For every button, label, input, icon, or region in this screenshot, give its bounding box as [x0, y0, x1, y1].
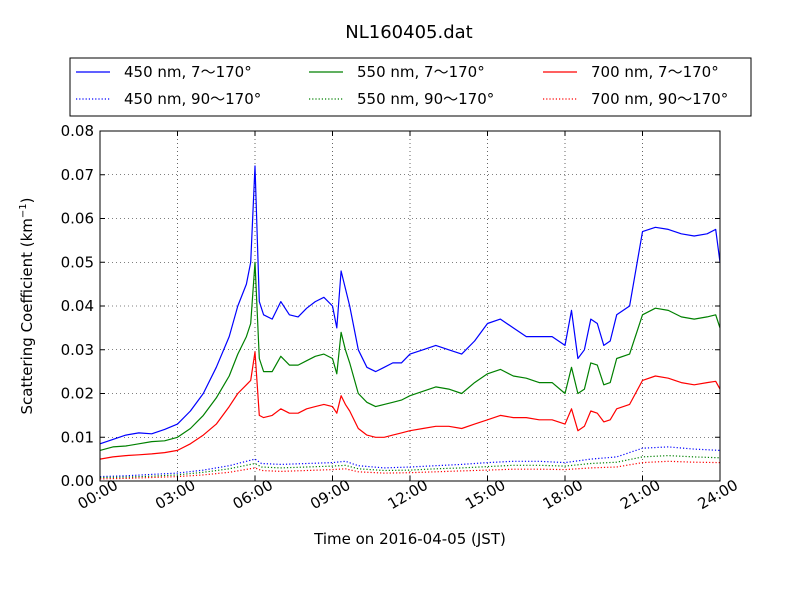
legend-label: 550 nm, 90～170° — [357, 90, 494, 108]
y-tick-label: 0.08 — [61, 122, 94, 140]
legend-label: 700 nm, 7～170° — [591, 63, 719, 81]
y-axis-title-main: Scattering Coefficient (km — [18, 218, 36, 414]
y-tick-label: 0.02 — [61, 385, 94, 403]
series-line-1 — [99, 165, 721, 445]
legend-entries: 450 nm, 7～170° 450 nm, 90～170° 550 nm, 7～1… — [76, 63, 728, 108]
x-axis-title: Time on 2016-04-05 (JST) — [313, 530, 506, 548]
series-line-5 — [99, 351, 721, 460]
legend-label: 700 nm, 90～170° — [591, 90, 728, 108]
y-tick-label: 0.01 — [61, 428, 94, 446]
legend-label: 450 nm, 90～170° — [124, 90, 261, 108]
y-tick-label: 0.03 — [61, 341, 94, 359]
legend-label: 450 nm, 7～170° — [124, 63, 252, 81]
series-line-4 — [99, 455, 721, 479]
y-axis-title: Scattering Coefficient (km−1) — [18, 197, 36, 414]
grid — [100, 131, 720, 481]
y-tick-label: 0.00 — [61, 472, 94, 490]
series-line-6 — [99, 460, 721, 480]
legend-frame — [69, 57, 752, 117]
y-tick-label: 0.05 — [61, 253, 94, 271]
y-axis-title-superscript: −1 — [18, 203, 29, 218]
y-tick-label: 0.04 — [61, 297, 94, 315]
series-group — [99, 165, 721, 480]
series-line-3 — [99, 261, 721, 451]
legend: 450 nm, 7～170° 450 nm, 90～170° 550 nm, 7～1… — [69, 57, 752, 117]
chart-title: NL160405.dat — [345, 22, 472, 43]
y-axis-title-close: ) — [18, 197, 36, 203]
y-tick-label: 0.07 — [61, 166, 94, 184]
series-line-2 — [99, 446, 721, 478]
y-tick-label: 0.06 — [61, 210, 94, 228]
legend-label: 550 nm, 7～170° — [357, 63, 485, 81]
